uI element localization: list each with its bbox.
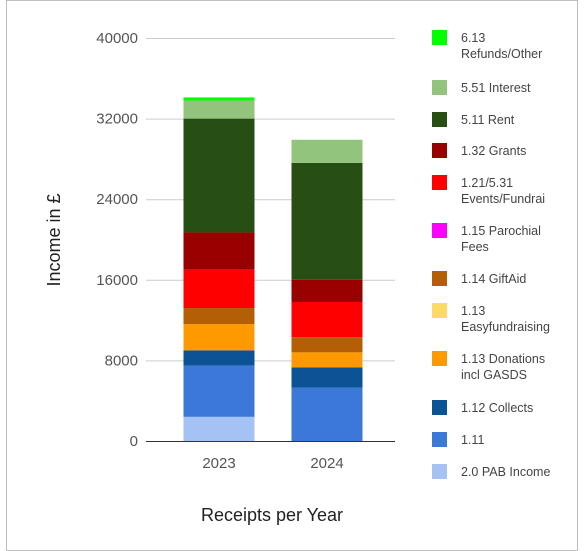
legend-item: 1.21/5.31 Events/Fundrai (432, 175, 545, 206)
legend-label: 2.0 PAB Income (461, 465, 550, 479)
bar-segment (183, 308, 255, 325)
legend-label: Easyfundraising (461, 320, 550, 334)
y-tick-label: 16000 (96, 272, 138, 289)
bar-segment (183, 365, 255, 417)
bar-segment (291, 139, 363, 163)
y-tick-labels: 0 8000 16000 24000 32000 40000 (96, 30, 138, 450)
bar-segment (291, 387, 363, 441)
bar-segment (183, 100, 255, 119)
legend-swatch (432, 223, 447, 238)
bar-segment (183, 97, 255, 101)
legend-label: 1.21/5.31 (461, 176, 513, 190)
bar-segment (291, 279, 363, 302)
legend-swatch (432, 271, 447, 286)
y-tick-label: 8000 (105, 352, 138, 369)
legend-label: Refunds/Other (461, 47, 542, 61)
legend-label: 5.51 Interest (461, 81, 531, 95)
y-tick-label: 32000 (96, 111, 138, 128)
bar-segment (291, 367, 363, 388)
y-tick-label: 40000 (96, 30, 138, 47)
x-tick-label: 2024 (310, 455, 343, 472)
legend: 6.13 Refunds/Other 5.51 Interest 5.11 Rent 1… (432, 30, 550, 479)
bar-segment (183, 350, 255, 366)
legend-item: 1.13 Easyfundraising (432, 303, 550, 334)
legend-item: 1.12 Collects (432, 400, 533, 415)
bar-segment (291, 162, 363, 280)
legend-label: 1.11 (461, 433, 484, 447)
legend-swatch (432, 432, 447, 447)
legend-label: incl GASDS (461, 368, 527, 382)
legend-item: 1.15 Parochial Fees (432, 223, 541, 254)
x-axis-title: Receipts per Year (201, 505, 343, 525)
bar-segment (183, 324, 255, 351)
x-tick-label: 2023 (202, 455, 235, 472)
legend-item: 1.13 Donations incl GASDS (432, 351, 545, 382)
legend-label: Fees (461, 240, 489, 254)
bar-segment (183, 118, 255, 233)
bar-segment (291, 337, 363, 353)
legend-label: 5.11 Rent (461, 113, 515, 127)
legend-label: 1.12 Collects (461, 401, 533, 415)
legend-swatch (432, 143, 447, 158)
legend-item: 6.13 Refunds/Other (432, 30, 542, 61)
bar-segment (291, 301, 363, 338)
legend-label: 1.32 Grants (461, 144, 526, 158)
legend-swatch (432, 303, 447, 318)
bar-segment (183, 416, 255, 441)
legend-swatch (432, 175, 447, 190)
legend-item: 5.11 Rent (432, 112, 515, 127)
legend-label: 1.14 GiftAid (461, 272, 526, 286)
bar-segment (291, 352, 363, 368)
y-tick-label: 24000 (96, 191, 138, 208)
legend-swatch (432, 400, 447, 415)
y-axis-title: Income in £ (44, 193, 64, 286)
legend-label: 1.15 Parochial (461, 224, 541, 238)
legend-item: 2.0 PAB Income (432, 464, 550, 479)
legend-item: 5.51 Interest (432, 80, 531, 95)
legend-swatch (432, 464, 447, 479)
bars (183, 97, 363, 441)
legend-item: 1.32 Grants (432, 143, 526, 158)
legend-label: 1.13 (461, 304, 485, 318)
legend-label: 1.13 Donations (461, 352, 545, 366)
legend-label: Events/Fundrai (461, 192, 545, 206)
x-tick-labels: 2023 2024 (202, 455, 343, 472)
legend-swatch (432, 30, 447, 45)
legend-label: 6.13 (461, 31, 485, 45)
legend-swatch (432, 351, 447, 366)
legend-swatch (432, 112, 447, 127)
bar-segment (183, 269, 255, 309)
legend-item: 1.14 GiftAid (432, 271, 526, 286)
y-tick-label: 0 (130, 433, 138, 450)
bar-segment (183, 232, 255, 270)
legend-item: 1.11 (432, 432, 484, 447)
legend-swatch (432, 80, 447, 95)
